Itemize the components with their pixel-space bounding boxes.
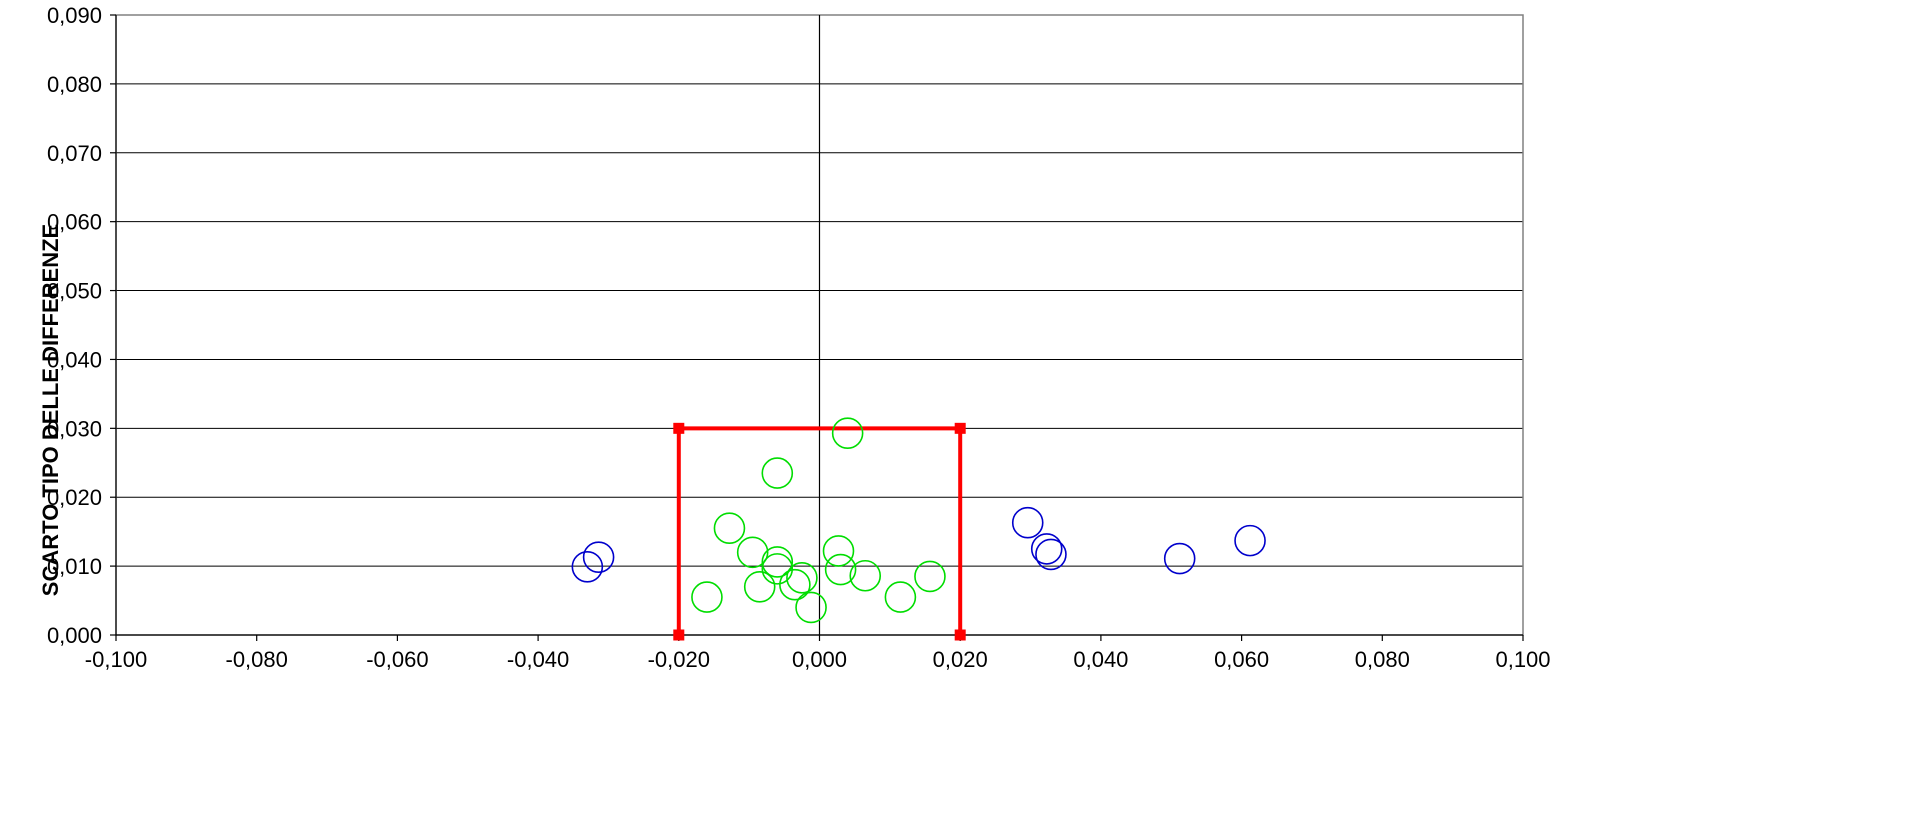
data-point <box>779 568 811 601</box>
data-point <box>713 512 746 545</box>
data-point <box>1035 538 1067 571</box>
y-tick-label: 0,070 <box>47 141 102 166</box>
x-tick-label: 0,060 <box>1214 647 1269 672</box>
data-point <box>761 546 794 578</box>
threshold-marker <box>673 422 685 434</box>
data-point <box>795 591 827 624</box>
data-point <box>691 581 723 613</box>
y-tick-label: 0,040 <box>47 347 102 372</box>
y-tick-label: 0,080 <box>47 72 102 97</box>
data-point <box>884 581 917 613</box>
x-tick-label: 0,080 <box>1355 647 1410 672</box>
data-point <box>914 560 946 593</box>
threshold-marker <box>954 629 966 641</box>
data-point <box>786 562 818 594</box>
data-point <box>761 457 794 489</box>
x-tick-label: -0,080 <box>226 647 288 672</box>
y-tick-label: 0,060 <box>47 210 102 235</box>
data-point <box>1011 506 1044 539</box>
y-axis-ticks: 0,000 0,010 0,020 0,030 0,040 0,050 0,060 0,070… <box>47 3 116 648</box>
threshold-line <box>676 426 963 635</box>
y-tick-label: 0,030 <box>47 416 102 441</box>
data-point <box>822 535 855 567</box>
y-axis-label: SCARTO TIPO DELLE DIFFERENZE <box>38 224 63 596</box>
x-tick-label: -0,060 <box>366 647 428 672</box>
data-points <box>571 417 1266 624</box>
x-tick-label: 0,000 <box>792 647 847 672</box>
threshold-marker <box>954 422 966 434</box>
data-point <box>849 559 882 592</box>
data-point <box>831 417 864 449</box>
data-point <box>743 570 776 603</box>
threshold-marker <box>673 629 685 641</box>
data-point <box>736 536 769 569</box>
x-tick-label: 0,040 <box>1073 647 1128 672</box>
x-tick-label: -0,020 <box>648 647 710 672</box>
y-tick-label: 0,090 <box>47 3 102 28</box>
threshold-box <box>673 422 966 641</box>
data-point <box>1234 524 1266 557</box>
x-tick-label: 0,100 <box>1495 647 1550 672</box>
x-axis-ticks: -0,100 -0,080 -0,060 -0,040 -0,020 0,000 0,020… <box>85 635 1551 672</box>
data-point <box>582 541 615 573</box>
y-tick-label: 0,000 <box>47 623 102 648</box>
data-point <box>1030 533 1063 565</box>
x-tick-label: 0,020 <box>933 647 988 672</box>
data-point <box>824 553 857 586</box>
data-point <box>1163 542 1196 575</box>
data-point <box>761 553 794 585</box>
y-tick-label: 0,010 <box>47 554 102 579</box>
x-tick-label: -0,040 <box>507 647 569 672</box>
y-tick-label: 0,050 <box>47 279 102 304</box>
data-point <box>571 550 604 583</box>
x-tick-label: -0,100 <box>85 647 147 672</box>
y-tick-label: 0,020 <box>47 485 102 510</box>
